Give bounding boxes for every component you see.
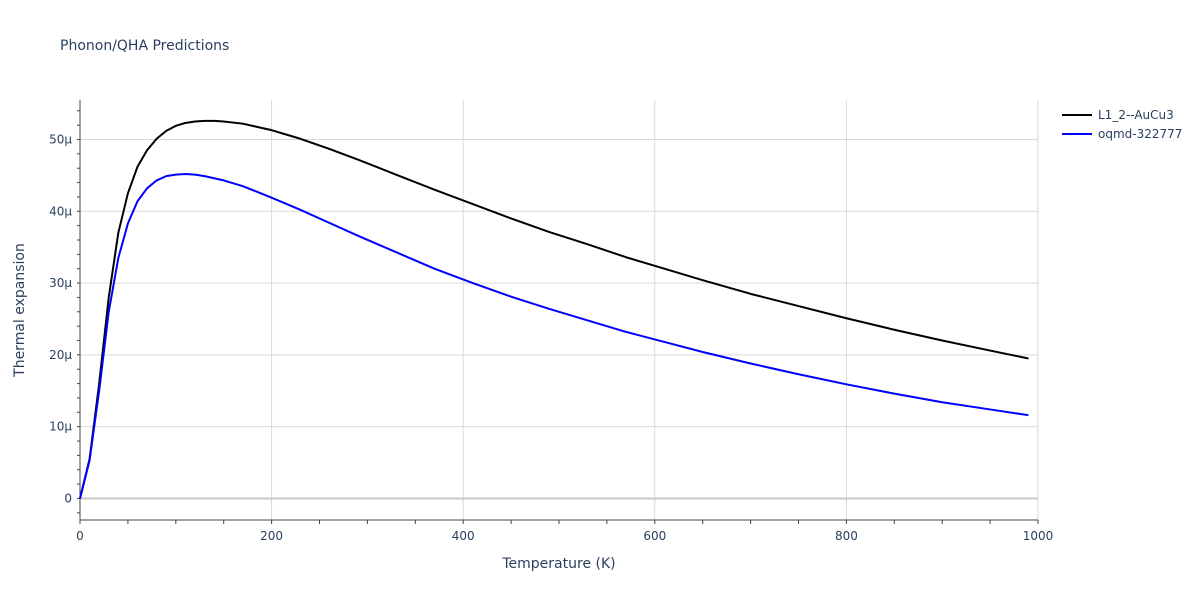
grid-layer xyxy=(80,100,1039,520)
y-tick-label: 0 xyxy=(64,491,72,505)
x-axis-title: Temperature (K) xyxy=(501,556,615,572)
x-tick-label: 1000 xyxy=(1023,529,1054,543)
y-tick-label: 10µ xyxy=(49,420,72,434)
series-layer xyxy=(79,119,1029,499)
legend-item[interactable]: oqmd-322777 xyxy=(1062,127,1182,141)
series-line-1 xyxy=(79,119,1029,499)
y-tick-label: 30µ xyxy=(49,276,72,290)
x-tick-label: 0 xyxy=(76,529,84,543)
y-tick-label: 20µ xyxy=(49,348,72,362)
legend-label: L1_2--AuCu3 xyxy=(1098,108,1174,122)
axis-layer: 0 200 400 600 800 1000 0 10µ 20µ 30µ 40µ 50µ xyxy=(49,100,1053,543)
legend-label: oqmd-322777 xyxy=(1098,127,1182,141)
x-tick-label: 200 xyxy=(260,529,283,543)
chart-title: Phonon/QHA Predictions xyxy=(60,38,229,54)
x-tick-label: 600 xyxy=(643,529,666,543)
legend[interactable]: L1_2--AuCu3 oqmd-322777 xyxy=(1062,108,1182,141)
y-tick-label: 40µ xyxy=(49,204,72,218)
x-tick-label: 400 xyxy=(452,529,475,543)
series-line-2 xyxy=(79,172,1029,499)
y-axis-title: Thermal expansion xyxy=(12,243,28,378)
legend-item[interactable]: L1_2--AuCu3 xyxy=(1062,108,1174,122)
x-tick-label: 800 xyxy=(835,529,858,543)
y-tick-label: 50µ xyxy=(49,132,72,146)
